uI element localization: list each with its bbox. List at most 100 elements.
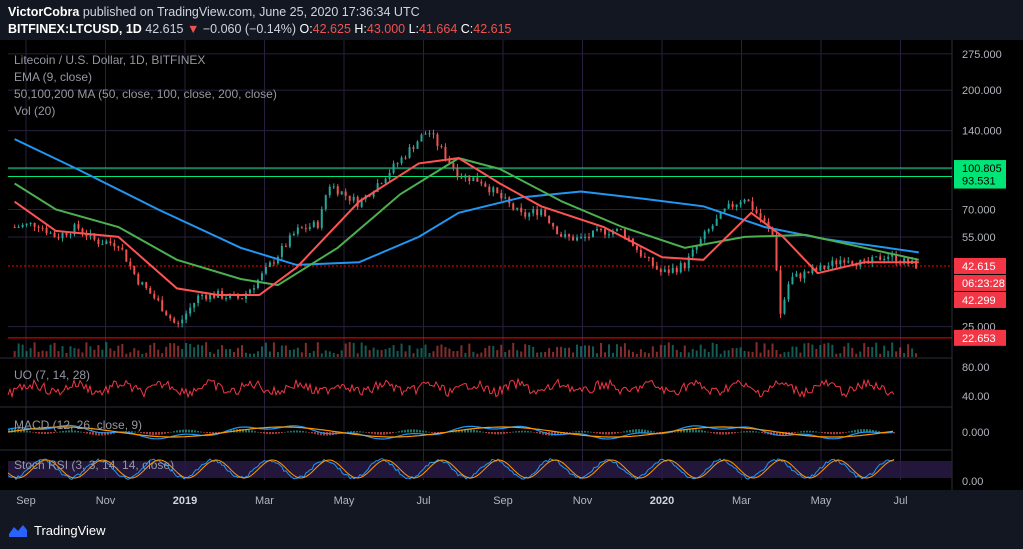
macd-histogram-bar [353, 430, 355, 433]
macd-histogram-bar [782, 432, 784, 436]
macd-histogram-bar [368, 432, 370, 434]
last-price-label-bg [954, 257, 1006, 274]
candle-body [679, 263, 682, 273]
volume-bar [599, 342, 602, 357]
macd-histogram-bar [431, 432, 433, 433]
volume-bar [895, 351, 898, 357]
candle-body [388, 172, 391, 179]
volume-bar [432, 351, 435, 357]
macd-histogram-bar [695, 429, 697, 433]
macd-histogram-bar [140, 432, 142, 434]
macd-histogram-bar [614, 432, 616, 434]
brand-label: TradingView [34, 522, 106, 538]
time-axis[interactable]: Sep Nov 2019 Mar May Jul Sep Nov 2020 Mar May Jul [0, 490, 1023, 512]
macd-histogram-bar [635, 429, 637, 433]
volume-bar [308, 352, 311, 357]
volume-bar [312, 351, 315, 357]
macd-histogram-bar [485, 432, 487, 433]
legend-ema[interactable]: EMA (9, close) [14, 70, 92, 84]
candle-body [775, 234, 778, 271]
macd-histogram-bar [299, 430, 301, 433]
volume-bar [635, 353, 638, 357]
macd-histogram-bar [149, 432, 151, 435]
volume-bar [69, 346, 72, 357]
volume-bar [723, 350, 726, 357]
macd-histogram-bar [812, 430, 814, 433]
volume-bar [584, 345, 587, 357]
candle-body [488, 186, 491, 193]
price-axis[interactable]: 275.000200.000140.00070.00055.00025.0001… [954, 49, 1006, 488]
macd-histogram-bar [491, 432, 493, 435]
volume-bar [21, 344, 24, 357]
macd-histogram-bar [503, 432, 505, 434]
macd-histogram-bar [638, 429, 640, 433]
volume-bar [739, 347, 742, 357]
countdown-label-bg [954, 274, 1006, 291]
stoch-label[interactable]: Stoch RSI (3, 3, 14, 14, close) [14, 458, 174, 472]
uo-line [7, 377, 895, 399]
macd-histogram-bar [530, 431, 532, 433]
candle-body [556, 226, 559, 235]
volume-bar [807, 342, 810, 357]
macd-histogram-bar [146, 432, 148, 435]
macd-histogram-bar [725, 432, 727, 435]
volume-bar [480, 352, 483, 357]
macd-histogram-bar [629, 429, 631, 433]
volume-bar [101, 349, 104, 357]
macd-histogram-bar [755, 431, 757, 433]
volume-bar [903, 352, 906, 357]
legend-vol[interactable]: Vol (20) [14, 104, 55, 118]
macd-histogram-bar [569, 432, 571, 433]
macd-histogram-bar [488, 432, 490, 434]
symbol-label[interactable]: BITFINEX:LTCUSD, 1D [8, 22, 142, 36]
volume-bar [348, 342, 351, 357]
macd-histogram-bar [50, 432, 52, 434]
macd-histogram-bar [317, 432, 319, 435]
macd-histogram-bar [524, 430, 526, 433]
author-name[interactable]: VictorCobra [8, 5, 80, 19]
volume-bar [33, 342, 36, 357]
candle-body [432, 133, 435, 135]
macd-histogram-bar [383, 432, 385, 435]
volume-bar [496, 350, 499, 357]
macd-histogram-bar [536, 432, 538, 434]
macd-histogram-bar [200, 431, 202, 433]
moving-average-lines [14, 138, 920, 296]
volume-bar [484, 348, 487, 357]
candle-body [875, 256, 878, 258]
volume-bar [675, 349, 678, 357]
volume-bar [899, 347, 902, 357]
volume-bar [528, 344, 531, 357]
macd-histogram-bar [398, 431, 400, 433]
legend-ma[interactable]: 50,100,200 MA (50, close, 100, close, 20… [14, 87, 277, 101]
macd-histogram-bar [719, 432, 721, 435]
tradingview-logo[interactable]: TradingView [8, 522, 106, 538]
volume-bar [540, 352, 543, 357]
volume-bar [141, 353, 144, 357]
candle-body [815, 267, 818, 271]
macd-histogram-bar [797, 431, 799, 433]
candle-body [452, 162, 455, 169]
macd-histogram-bar [44, 432, 46, 434]
macd-histogram-bar [287, 431, 289, 433]
macd-histogram-bar [683, 430, 685, 433]
volume-bar [544, 352, 547, 357]
down-arrow-icon: ▼ [187, 22, 200, 36]
volume-bar [13, 351, 16, 357]
macd-histogram-bar [380, 432, 382, 435]
volume-bar [444, 346, 447, 357]
macd-histogram-bar [893, 432, 895, 434]
change-value: −0.060 (−0.14%) [202, 22, 296, 36]
macd-histogram-bar [74, 430, 76, 433]
macd-histogram-bar [686, 429, 688, 433]
volume-bar [288, 349, 291, 357]
volume-bar [524, 344, 527, 357]
macd-label[interactable]: MACD (12, 26, close, 9) [14, 418, 142, 432]
macd-histogram-bar [323, 432, 325, 436]
candle-body [536, 209, 539, 216]
macd-histogram-bar [152, 432, 154, 435]
candle-body [440, 146, 443, 148]
price-chart[interactable]: 275.000200.000140.00070.00055.00025.0001… [0, 40, 1023, 512]
uo-label[interactable]: UO (7, 14, 28) [14, 368, 90, 382]
macd-histogram-bar [677, 431, 679, 433]
